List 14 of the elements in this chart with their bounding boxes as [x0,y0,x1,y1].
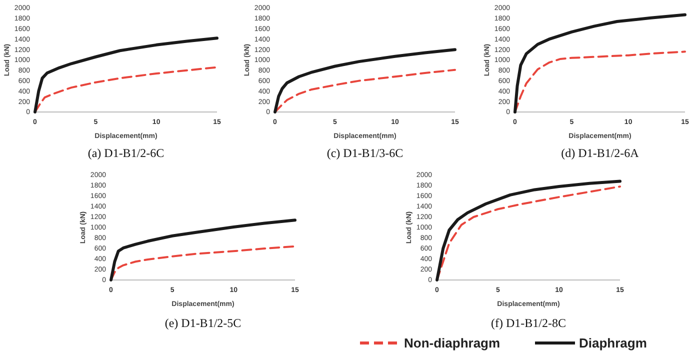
line-series [34,66,218,113]
line-series [34,36,218,114]
text: (e) D1-B1/2-5C [164,316,242,330]
line-series [274,68,456,113]
line-series [514,13,686,114]
line-series [514,50,686,113]
text: (a) D1-B1/2-6C [88,146,164,160]
line-series [274,48,456,114]
legend-label: Diaphragm [579,336,647,351]
text: (f) D1-B1/2-8C [491,316,566,330]
text: (c) D1-B1/3-6C [326,146,404,160]
legend-label: Non-diaphragm [404,336,500,351]
text: (d) D1-B1/2-6A [561,146,640,160]
line-series [110,218,296,282]
